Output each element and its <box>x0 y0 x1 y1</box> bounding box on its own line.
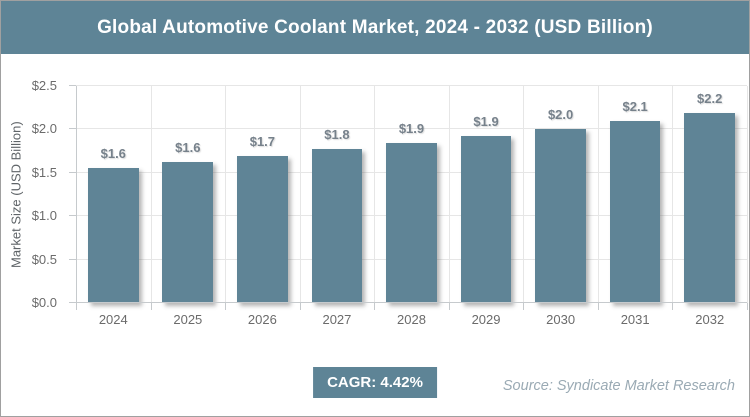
x-tick-label: 2024 <box>98 312 128 327</box>
gridline-horizontal <box>76 128 747 130</box>
gridline-horizontal <box>76 85 747 86</box>
x-axis-tick-labels: 2024 2025 2026 2027 2028 2029 2030 2031 2032 <box>76 312 747 330</box>
bar-value-label: $1.9 <box>473 114 499 130</box>
x-tick-label: 2030 <box>546 312 576 327</box>
bar-2025 <box>162 162 214 303</box>
bar-value-label: $1.6 <box>175 140 201 156</box>
gridline-vertical <box>374 86 376 303</box>
x-axis-tick <box>150 303 152 310</box>
bar-2031 <box>609 120 661 303</box>
bar-2032 <box>684 112 736 303</box>
cagr-badge: CAGR: 4.42% <box>313 367 437 398</box>
bar-group: $1.9 <box>374 86 449 303</box>
chart-title-bar: Global Automotive Coolant Market, 2024 -… <box>1 1 749 54</box>
x-axis-tick <box>747 303 748 310</box>
x-axis-tick <box>448 303 450 310</box>
bar-value-label: $1.8 <box>324 127 350 143</box>
cagr-label: CAGR: 4.42% <box>327 374 423 391</box>
bar-2028 <box>386 143 437 303</box>
gridline-vertical <box>150 86 152 303</box>
x-axis-tick <box>597 303 599 310</box>
bar-value-label: $2.1 <box>622 98 648 114</box>
bar-value-label: $1.7 <box>249 134 276 150</box>
y-axis-tick <box>69 258 76 260</box>
x-axis-tick <box>523 303 525 310</box>
gridline-vertical <box>225 86 227 303</box>
bar-group: $1.7 <box>225 86 300 303</box>
y-axis-tick <box>69 302 76 303</box>
y-tick-label: $0.0 <box>31 295 57 310</box>
x-tick-label: 2032 <box>695 312 725 327</box>
bar-group: $1.6 <box>151 86 226 303</box>
gridline-vertical <box>523 86 525 303</box>
y-axis-tick <box>69 128 76 130</box>
chart-footer: CAGR: 4.42% Source: Syndicate Market Res… <box>1 346 749 416</box>
gridline-vertical <box>299 86 301 303</box>
bar-2024 <box>87 168 139 303</box>
y-axis-line <box>76 86 77 303</box>
bar-2026 <box>237 156 288 303</box>
gridline-vertical <box>747 86 748 303</box>
x-tick-label: 2029 <box>471 312 501 327</box>
x-axis-line <box>76 302 747 303</box>
x-axis-tick <box>299 303 301 310</box>
gridline-vertical <box>597 86 599 303</box>
source-text: Source: Syndicate Market Research <box>502 378 735 394</box>
gridline-vertical <box>448 86 450 303</box>
plot-area: $1.6 $1.6 $1.7 $1.8 $1.9 $1.9 $2.0 $2.1 $2.2 <box>69 85 748 310</box>
y-axis-tick <box>69 85 76 86</box>
bar-2027 <box>311 149 363 303</box>
bar-value-label: $1.9 <box>398 121 425 137</box>
bar-group: $2.2 <box>672 86 747 303</box>
x-tick-label: 2027 <box>322 312 352 327</box>
x-tick-label: 2025 <box>173 312 203 327</box>
y-tick-label: $0.5 <box>31 251 57 267</box>
x-tick-label: 2026 <box>247 312 277 327</box>
bar-group: $2.0 <box>523 86 598 303</box>
x-axis-tick <box>374 303 376 310</box>
bar-2030 <box>535 128 586 303</box>
y-axis-tick <box>69 171 76 173</box>
y-tick-label: $1.0 <box>31 208 57 224</box>
bar-group: $1.9 <box>449 86 524 303</box>
y-axis-tick <box>69 215 76 217</box>
y-tick-label: $1.5 <box>31 164 57 180</box>
bar-group: $1.6 <box>76 86 151 303</box>
y-tick-label: $2.0 <box>31 121 57 137</box>
bar-2029 <box>460 136 512 303</box>
bar-value-label: $2.0 <box>547 106 574 122</box>
bar-group: $2.1 <box>598 86 673 303</box>
chart-area: Market Size (USD Billion) $0.0 $0.5 $1.0 $1… <box>1 54 749 346</box>
x-axis-tick <box>225 303 227 310</box>
bar-group: $1.8 <box>300 86 375 303</box>
chart-title: Global Automotive Coolant Market, 2024 -… <box>97 16 653 38</box>
x-tick-label: 2031 <box>620 312 650 327</box>
x-axis-tick <box>672 303 674 310</box>
x-tick-label: 2028 <box>397 312 426 327</box>
bar-value-label: $1.6 <box>100 146 126 162</box>
gridline-vertical <box>672 86 674 303</box>
y-tick-label: $2.5 <box>31 78 57 93</box>
y-axis-tick-labels: $0.0 $0.5 $1.0 $1.5 $2.0 $2.5 <box>1 79 67 310</box>
bar-value-label: $2.2 <box>697 90 723 106</box>
x-axis-tick <box>76 303 77 310</box>
